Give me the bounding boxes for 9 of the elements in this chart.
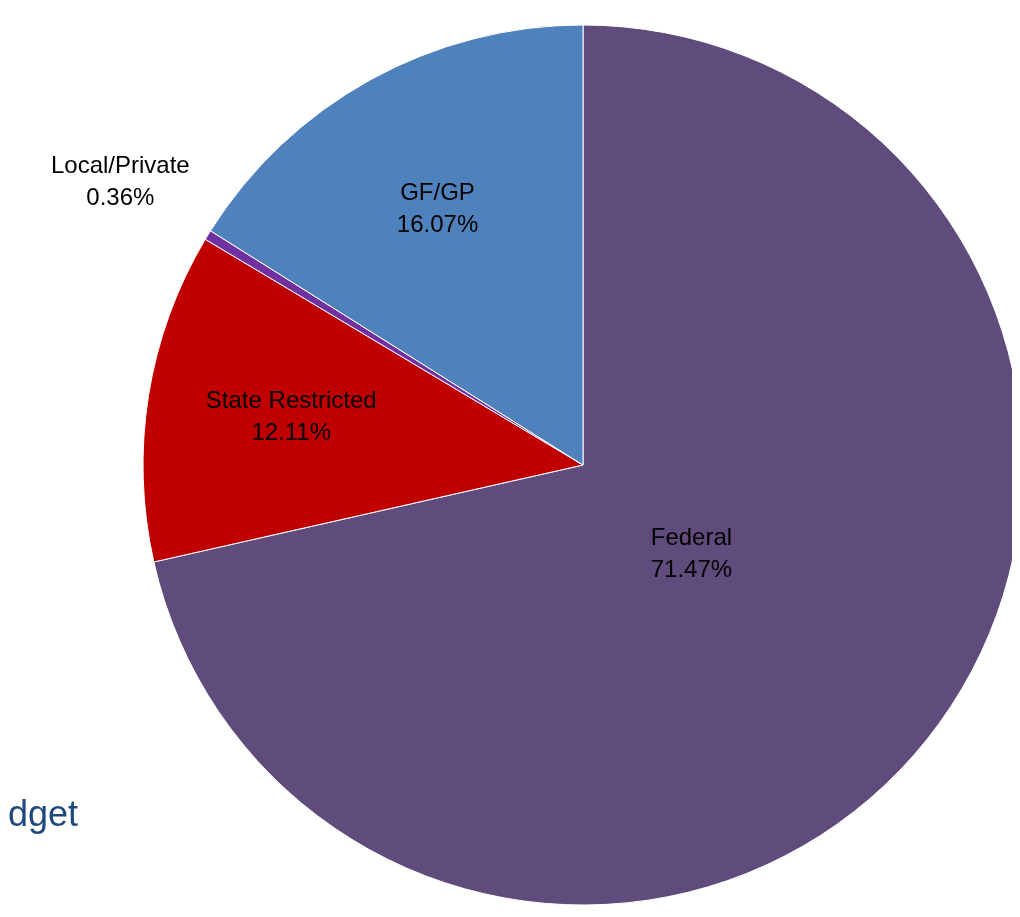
data-label: 71.47% bbox=[650, 554, 733, 582]
slice-label: State Restricted bbox=[205, 386, 377, 414]
slice-label: Local/Private bbox=[50, 151, 190, 179]
data-label: 0.36% bbox=[86, 183, 155, 211]
text: dget bbox=[8, 793, 79, 835]
data-label: 12.11% bbox=[251, 418, 332, 446]
slice-label: Federal bbox=[650, 522, 733, 550]
slice-label: GF/GP bbox=[400, 177, 475, 205]
data-label: 16.07% bbox=[396, 209, 479, 237]
